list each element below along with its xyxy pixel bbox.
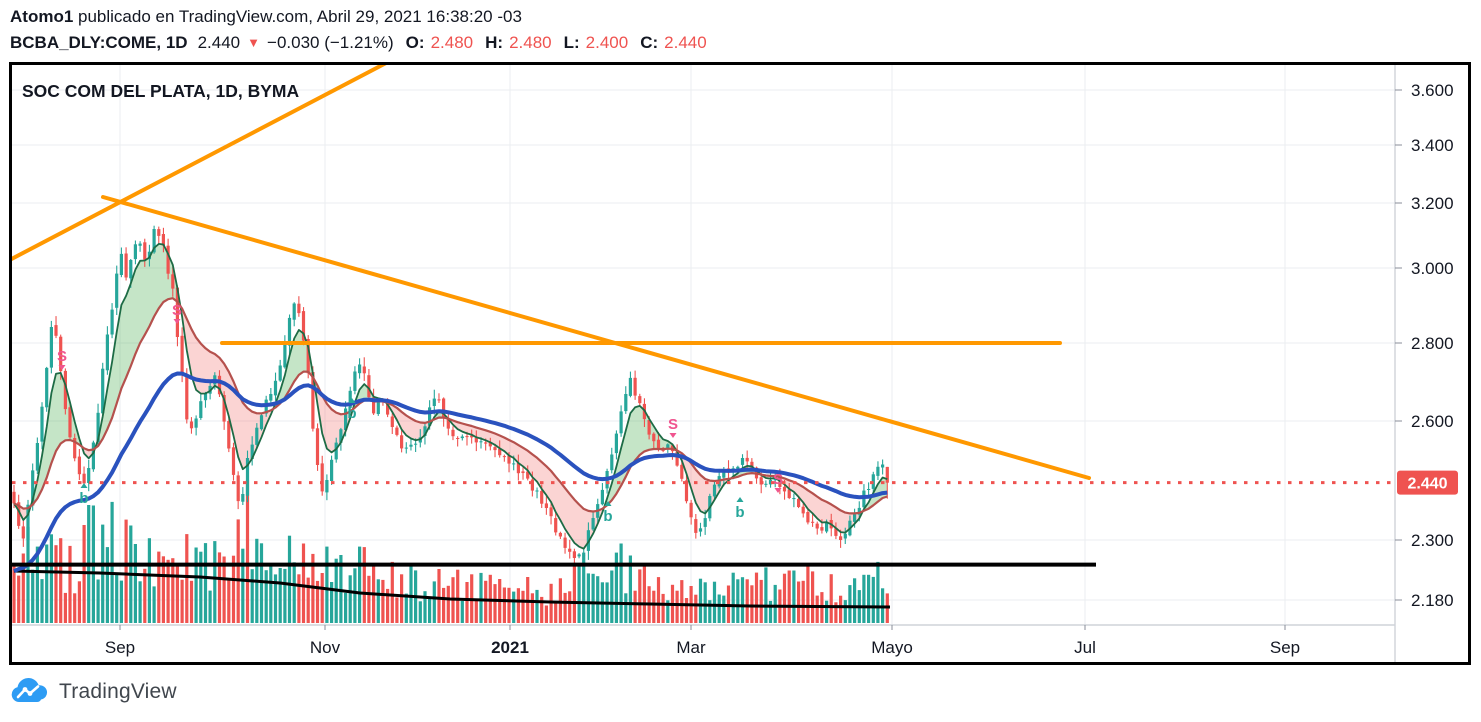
buy-signal-marker: b	[79, 490, 88, 507]
price-change: −0.030 (−1.21%)	[267, 33, 394, 53]
price-tick-label: 3.200	[1411, 194, 1454, 213]
price-down-triangle-icon: ▼	[247, 35, 261, 51]
open-label: O:	[405, 33, 425, 53]
publish-info: publicado en TradingView.com, Abril 29, …	[78, 7, 522, 26]
time-tick-label: Jul	[1074, 638, 1096, 657]
volume-ma-line	[13, 569, 891, 609]
symbol-title[interactable]: BCBA_DLY:COME, 1D	[10, 33, 188, 53]
high-value: 2.480	[509, 33, 552, 53]
signal-markers: S S S Sb b b b	[57, 302, 783, 525]
volume-bars	[12, 480, 891, 623]
buy-arrow-icon	[348, 398, 356, 403]
publish-line: Atomo1 publicado en TradingView.com, Abr…	[10, 4, 707, 30]
sell-arrow-icon	[173, 319, 181, 324]
buy-signal-marker: b	[603, 508, 612, 525]
sell-signal-marker: S	[668, 416, 678, 433]
sell-signal-marker: S	[172, 302, 182, 319]
time-tick-label: 2021	[491, 638, 529, 657]
buy-arrow-icon	[736, 497, 744, 502]
price-axis[interactable]: 3.600 3.400 3.200 3.000 2.800 2.600 2.300 2.180…	[1395, 81, 1458, 610]
buy-arrow-icon	[80, 483, 88, 488]
slow-ma-line	[13, 371, 888, 574]
author-name[interactable]: Atomo1	[10, 7, 74, 26]
time-tick-label: Sep	[1270, 638, 1300, 657]
close-value: 2.440	[664, 33, 707, 53]
price-tick-label: 2.180	[1411, 591, 1454, 610]
sell-signal-marker: S	[57, 348, 67, 365]
share-header: Atomo1 publicado en TradingView.com, Abr…	[10, 4, 707, 57]
tradingview-wordmark[interactable]: TradingView	[59, 680, 177, 703]
sell-signal-marker: S	[773, 471, 783, 488]
tradingview-attribution[interactable]: TradingView	[10, 678, 177, 706]
descending-trendline[interactable]	[101, 195, 1091, 480]
chart-symbol-title: SOC COM DEL PLATA, 1D, BYMA	[22, 81, 299, 101]
tradingview-logo-icon	[11, 678, 48, 702]
time-axis[interactable]: Sep Nov 2021 Mar Mayo Jul Sep	[105, 625, 1300, 657]
price-tick-label: 2.600	[1411, 412, 1454, 431]
close-label: C:	[640, 33, 659, 53]
ascending-trendline[interactable]	[12, 65, 388, 265]
mid-ema-line	[13, 297, 888, 515]
symbol-line: BCBA_DLY:COME, 1D 2.440 ▼ −0.030 (−1.21%…	[10, 30, 707, 56]
time-tick-label: Sep	[105, 638, 135, 657]
price-chart-canvas[interactable]: S S S Sb b b b 3.600 3.400 3.200 3.000 2.800 2.600 2.…	[12, 65, 1468, 662]
price-tick-label: 3.600	[1411, 81, 1454, 100]
sell-arrow-icon	[669, 433, 677, 438]
time-tick-label: Nov	[310, 638, 341, 657]
low-label: L:	[563, 33, 580, 53]
buy-signal-marker: b	[735, 504, 744, 521]
price-tick-label: 2.300	[1411, 531, 1454, 550]
price-tick-label: 3.000	[1411, 259, 1454, 278]
price-tick-label: 3.400	[1411, 136, 1454, 155]
time-tick-label: Mar	[676, 638, 706, 657]
low-value: 2.400	[585, 33, 629, 53]
sell-arrow-icon	[58, 365, 66, 370]
last-price-value: 2.440	[197, 33, 241, 53]
ema-ribbon-band	[14, 243, 888, 549]
buy-arrow-icon	[604, 501, 612, 506]
last-price-badge	[1397, 470, 1458, 495]
price-tick-label: 2.800	[1411, 334, 1454, 353]
time-tick-label: Mayo	[871, 638, 913, 657]
sell-arrow-icon	[774, 488, 782, 493]
buy-signal-marker: b	[347, 405, 356, 422]
high-label: H:	[485, 33, 504, 53]
last-price-badge-label: 2.440	[1407, 476, 1447, 493]
open-value: 2.480	[430, 33, 474, 53]
